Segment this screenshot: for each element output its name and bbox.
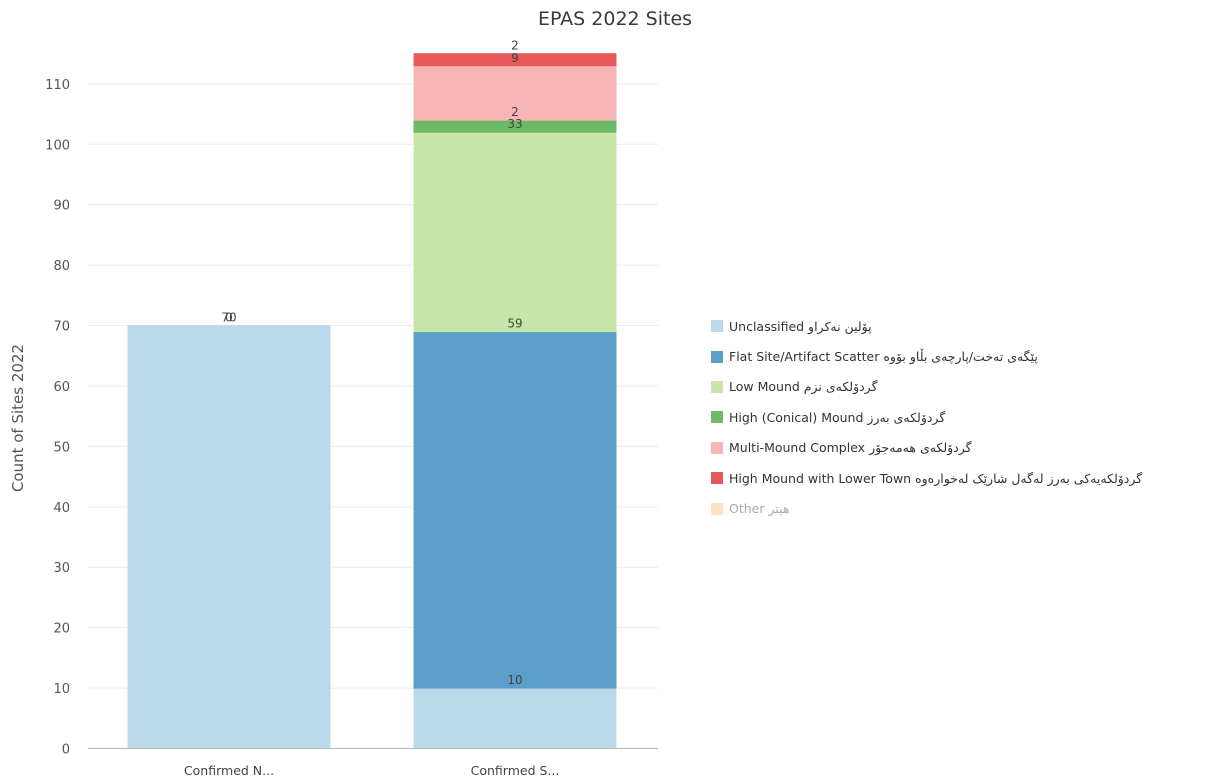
legend-label: Multi-Mound Complex گردۆلکەی هەمەجۆر <box>729 440 972 456</box>
legend-label: Other هیتر <box>729 501 790 517</box>
data-label: 9 <box>511 51 519 65</box>
legend-swatch <box>711 502 723 515</box>
legend-swatch <box>711 472 723 485</box>
legend-label: High (Conical) Mound گردۆلکەی بەرز <box>729 409 946 425</box>
bar-segment[interactable] <box>413 131 617 333</box>
y-tick-label: 50 <box>53 440 70 455</box>
y-tick-label: 90 <box>53 199 70 214</box>
legend-swatch <box>711 380 723 393</box>
legend-item[interactable]: Unclassified پۆلین نەکراو <box>711 311 1216 341</box>
bar-segment[interactable] <box>127 325 331 749</box>
data-label: 70 <box>221 311 236 325</box>
y-tick-label: 110 <box>45 78 70 93</box>
legend-swatch <box>711 320 723 333</box>
y-tick-label: 70 <box>53 320 70 335</box>
bar-segment[interactable] <box>413 331 617 689</box>
legend-swatch <box>711 441 723 454</box>
legend-swatch <box>711 411 723 424</box>
legend-item[interactable]: Multi-Mound Complex گردۆلکەی هەمەجۆر <box>711 433 1216 463</box>
legend-item[interactable]: Low Mound گردۆلکەی نزم <box>711 372 1216 402</box>
y-tick-label: 10 <box>53 682 70 697</box>
y-tick-label: 30 <box>53 561 70 576</box>
x-tick-label: Confirmed N... <box>184 763 274 778</box>
bars <box>127 53 617 750</box>
data-label: 10 <box>507 673 522 687</box>
y-tick-label: 80 <box>53 259 70 274</box>
y-tick-label: 20 <box>53 622 70 637</box>
legend: Unclassified پۆلین نەکراو Flat Site/Artif… <box>711 311 1216 524</box>
legend-label: Unclassified پۆلین نەکراو <box>729 318 872 334</box>
legend-item[interactable]: High Mound with Lower Town گردۆلکەیەکی ب… <box>711 463 1216 493</box>
y-tick-label: 0 <box>62 743 70 758</box>
legend-label: Flat Site/Artifact Scatter پێگەی تەخت/پا… <box>729 349 1038 365</box>
x-tick-label: Confirmed S... <box>471 763 560 778</box>
legend-item[interactable]: Other هیتر <box>711 493 1216 523</box>
y-tick-label: 100 <box>45 138 70 153</box>
legend-swatch <box>711 350 723 363</box>
bar-segment[interactable] <box>413 53 617 67</box>
data-label: 0 <box>225 311 233 325</box>
chart-title: EPAS 2022 Sites <box>537 8 693 30</box>
legend-label: High Mound with Lower Town گردۆلکەیەکی ب… <box>729 470 1143 486</box>
legend-item[interactable]: Flat Site/Artifact Scatter پێگەی تەخت/پا… <box>711 341 1216 371</box>
data-label: 2 <box>511 39 519 53</box>
y-tick-label: 40 <box>53 501 70 516</box>
legend-item[interactable]: High (Conical) Mound گردۆلکەی بەرز <box>711 402 1216 432</box>
y-tick-label: 60 <box>53 380 70 395</box>
data-label: 2 <box>511 105 519 119</box>
legend-label: Low Mound گردۆلکەی نزم <box>729 379 878 395</box>
bar-segment[interactable] <box>413 687 617 750</box>
data-label: 59 <box>507 317 522 331</box>
bar-segment[interactable] <box>413 65 617 121</box>
data-label: 33 <box>507 117 522 131</box>
